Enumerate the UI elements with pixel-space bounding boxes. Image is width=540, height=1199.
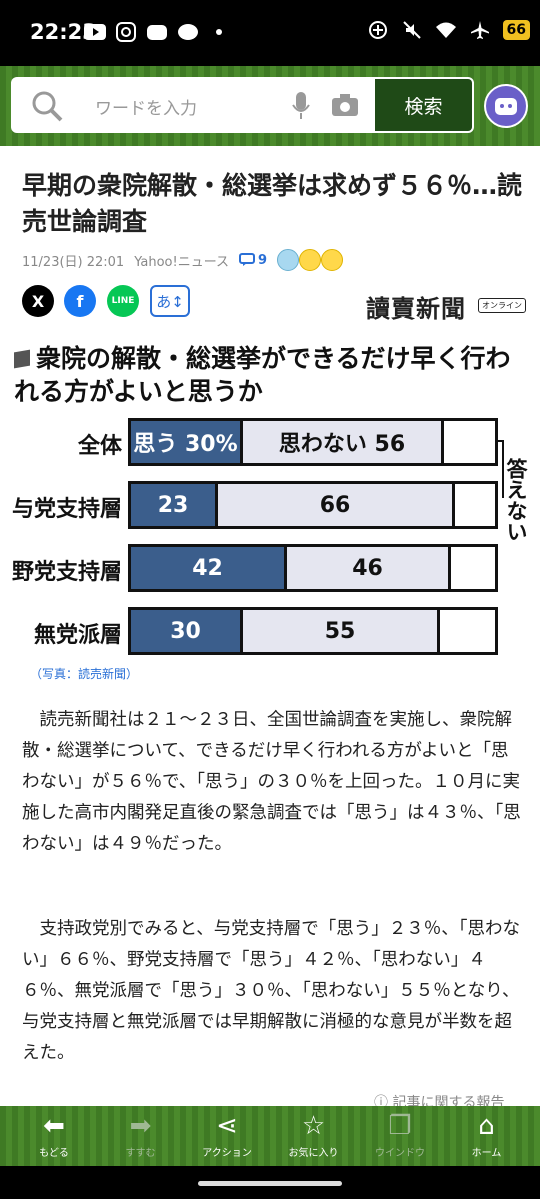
- assistant-avatar[interactable]: [484, 84, 528, 128]
- nav-share[interactable]: ⋖ アクション: [187, 1110, 267, 1159]
- chart-row-label: 全体: [77, 434, 122, 459]
- chart-bar: 思う 30% 思わない 56: [128, 418, 498, 466]
- comment-icon: [239, 253, 256, 266]
- nav-label: ウインドウ: [375, 1148, 425, 1159]
- status-bar: 22:23 66: [0, 0, 540, 66]
- survey-chart: 衆院の解散・総選挙ができるだけ早く行われる方がよいと思うか 答えない 全体 思う …: [0, 340, 540, 660]
- search-placeholder: ワードを入力: [95, 99, 197, 119]
- chart-side-label: 答えない: [504, 458, 528, 542]
- nav-forward-arrow[interactable]: ➡ すすむ: [101, 1110, 181, 1159]
- chart-row-label: 与党支持層: [11, 497, 122, 522]
- home-icon: ⌂: [478, 1111, 495, 1141]
- youtube-icon: [84, 21, 106, 43]
- sync-icon: [367, 19, 389, 41]
- chart-segment-no: 66: [215, 484, 455, 526]
- nav-label: すすむ: [125, 1148, 156, 1159]
- nav-window[interactable]: ❐ ウインドウ: [360, 1110, 440, 1159]
- chart-segment-yes: 42: [131, 547, 284, 589]
- article-paragraph-1: 読売新聞社は２１〜２３日、全国世論調査を実施し、衆院解散・総選挙について、できる…: [22, 710, 521, 854]
- article-date: 11/23(日) 22:01: [22, 254, 125, 270]
- nav-home[interactable]: ⌂ ホーム: [447, 1110, 527, 1159]
- chart-segment-no: 思わない 56: [240, 421, 444, 463]
- line-share-icon[interactable]: LINE: [107, 285, 139, 317]
- nav-star[interactable]: ☆ お気に入り: [274, 1110, 354, 1159]
- cube-icon: [14, 349, 30, 369]
- microphone-icon[interactable]: [291, 91, 311, 121]
- chart-segment-no: 55: [240, 610, 440, 652]
- chart-row-label: 野党支持層: [11, 560, 122, 585]
- wifi-icon: [435, 19, 457, 41]
- article-title: 早期の衆院解散・総選挙は求めず５６％…読売世論調査: [22, 171, 523, 236]
- chart-bar: 42 46: [128, 544, 498, 592]
- camera-icon[interactable]: [331, 93, 359, 117]
- gesture-bar-area: [0, 1166, 540, 1199]
- text-size-button[interactable]: あ↕: [150, 285, 190, 317]
- bottom-navigation: ⬅ もどる ➡ すすむ ⋖ アクション ☆ お気に入り ❐ ウインドウ ⌂ ホーム: [0, 1106, 540, 1166]
- battery-indicator: 66: [502, 20, 530, 40]
- chart-segment-yes: 23: [131, 484, 215, 526]
- window-icon: ❐: [388, 1111, 412, 1141]
- forward-arrow-icon: ➡: [129, 1111, 152, 1141]
- mute-icon: [401, 19, 423, 41]
- reaction-icon: [321, 249, 344, 271]
- chart-title: 衆院の解散・総選挙ができるだけ早く行われる方がよいと思うか: [14, 344, 511, 406]
- search-icon: [32, 91, 63, 122]
- chart-segment-no: 46: [284, 547, 451, 589]
- dot-icon: [208, 21, 230, 43]
- chart-bar: 30 55: [128, 607, 498, 655]
- back-arrow-icon: ⬅: [43, 1111, 65, 1141]
- comment-count-value: 9: [258, 252, 268, 268]
- yomiuri-logo: 讀賣新聞: [366, 294, 466, 323]
- reaction-icon: [277, 249, 300, 271]
- chart-bar: 23 66: [128, 481, 498, 529]
- facebook-share-icon[interactable]: f: [64, 285, 96, 317]
- photo-caption: （写真：読売新聞）: [30, 667, 139, 681]
- home-gesture-bar[interactable]: [198, 1181, 342, 1186]
- article-paragraph-2: 支持政党別でみると、与党支持層で「思う」２３％、「思わない」６６％、野党支持層で…: [22, 919, 521, 1063]
- nav-label: お気に入り: [288, 1148, 339, 1159]
- instagram-icon: [115, 21, 137, 43]
- airplane-icon: [469, 19, 491, 41]
- comment-count[interactable]: 9: [239, 253, 267, 268]
- article-source: Yahoo!ニュース: [134, 254, 230, 270]
- line-icon: [177, 21, 199, 43]
- chart-row-label: 無党派層: [33, 623, 122, 648]
- nav-label: ホーム: [471, 1148, 502, 1159]
- star-icon: ☆: [301, 1111, 326, 1141]
- nav-back-arrow[interactable]: ⬅ もどる: [14, 1110, 94, 1159]
- share-icon: ⋖: [216, 1111, 238, 1141]
- chart-segment-yes: 思う 30%: [131, 421, 240, 463]
- logo-badge: オンライン: [478, 298, 526, 313]
- chart-segment-yes: 30: [131, 610, 240, 652]
- nav-label: アクション: [202, 1148, 252, 1159]
- nav-label: もどる: [39, 1148, 69, 1159]
- reaction-icon: [299, 249, 322, 271]
- article-meta: 11/23(日) 22:01 Yahoo!ニュース 9: [22, 249, 344, 271]
- search-header: ワードを入力 検索: [0, 66, 540, 146]
- x-share-icon[interactable]: X: [22, 285, 54, 317]
- app-icon: [146, 21, 168, 43]
- search-button[interactable]: 検索: [375, 77, 474, 133]
- search-input[interactable]: ワードを入力: [11, 77, 375, 133]
